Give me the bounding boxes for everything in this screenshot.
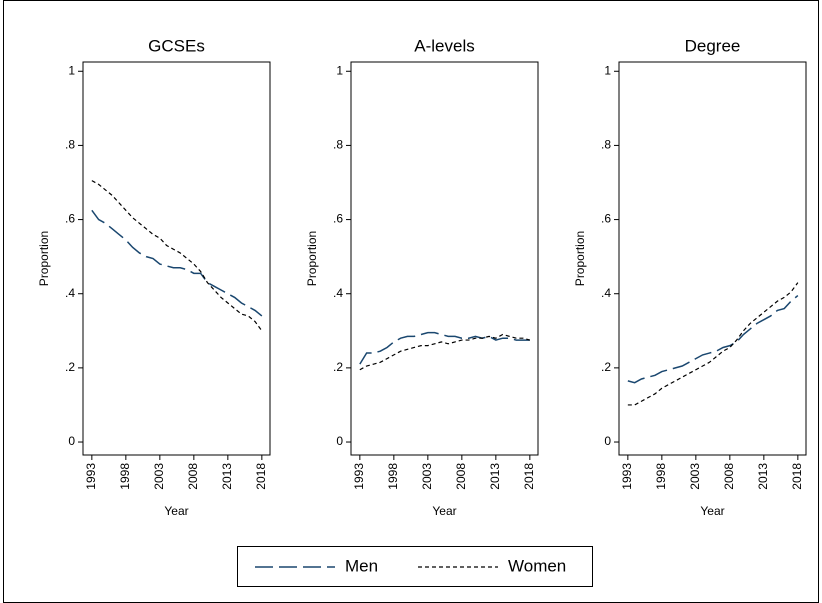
x-tick-label: 1998 bbox=[118, 463, 132, 490]
y-tick-label: .6 bbox=[601, 212, 611, 226]
y-tick-label: 0 bbox=[68, 434, 75, 448]
series-line bbox=[91, 209, 263, 317]
series-line bbox=[359, 333, 530, 371]
legend-label: Men bbox=[345, 556, 378, 575]
y-tick-label: .2 bbox=[333, 360, 343, 374]
y-axis-label: Proportion bbox=[305, 231, 319, 286]
y-axis-label: Proportion bbox=[573, 231, 587, 286]
y-tick-label: .4 bbox=[601, 286, 611, 300]
x-axis-label: Year bbox=[700, 504, 724, 518]
x-tick-label: 1998 bbox=[386, 463, 400, 490]
legend: Men Women bbox=[237, 546, 593, 587]
y-tick-label: .6 bbox=[333, 212, 343, 226]
plot-frame bbox=[618, 61, 807, 456]
y-tick-label: 1 bbox=[336, 63, 343, 77]
x-tick-label: 2003 bbox=[688, 463, 702, 490]
x-tick-label: 2018 bbox=[254, 463, 268, 490]
y-tick-label: .8 bbox=[601, 138, 611, 152]
x-tick-label: 2008 bbox=[722, 463, 736, 490]
y-tick-label: 1 bbox=[68, 63, 75, 77]
series-line bbox=[627, 282, 799, 406]
y-tick-label: .8 bbox=[333, 138, 343, 152]
x-axis-label: Year bbox=[164, 504, 188, 518]
y-tick-label: .4 bbox=[333, 286, 343, 300]
x-axis-label: Year bbox=[432, 504, 456, 518]
panel-title: Degree bbox=[685, 36, 741, 55]
x-tick-label: 2013 bbox=[220, 463, 234, 490]
y-tick-label: .4 bbox=[65, 286, 75, 300]
panel-title: A-levels bbox=[414, 36, 474, 55]
series-line bbox=[91, 180, 263, 332]
y-tick-label: .8 bbox=[65, 138, 75, 152]
series-line bbox=[359, 331, 530, 365]
y-tick-label: 0 bbox=[336, 434, 343, 448]
x-tick-label: 2008 bbox=[454, 463, 468, 490]
y-tick-label: .2 bbox=[601, 360, 611, 374]
series-line bbox=[627, 294, 799, 384]
y-tick-label: .2 bbox=[65, 360, 75, 374]
x-tick-label: 2013 bbox=[756, 463, 770, 490]
plot-frame bbox=[82, 61, 271, 456]
x-tick-label: 1993 bbox=[84, 463, 98, 490]
x-tick-label: 2013 bbox=[488, 463, 502, 490]
x-tick-label: 2018 bbox=[522, 463, 536, 490]
plot-frame bbox=[350, 61, 539, 456]
x-tick-label: 1993 bbox=[620, 463, 634, 490]
panel-title: GCSEs bbox=[148, 36, 205, 55]
x-tick-label: 2003 bbox=[152, 463, 166, 490]
x-tick-label: 2003 bbox=[420, 463, 434, 490]
legend-label: Women bbox=[508, 556, 566, 575]
y-tick-label: 0 bbox=[604, 434, 611, 448]
x-tick-label: 2008 bbox=[186, 463, 200, 490]
x-tick-label: 1993 bbox=[352, 463, 366, 490]
y-axis-label: Proportion bbox=[37, 231, 51, 286]
y-tick-label: 1 bbox=[604, 63, 611, 77]
x-tick-label: 1998 bbox=[654, 463, 668, 490]
x-tick-label: 2018 bbox=[790, 463, 804, 490]
y-tick-label: .6 bbox=[65, 212, 75, 226]
